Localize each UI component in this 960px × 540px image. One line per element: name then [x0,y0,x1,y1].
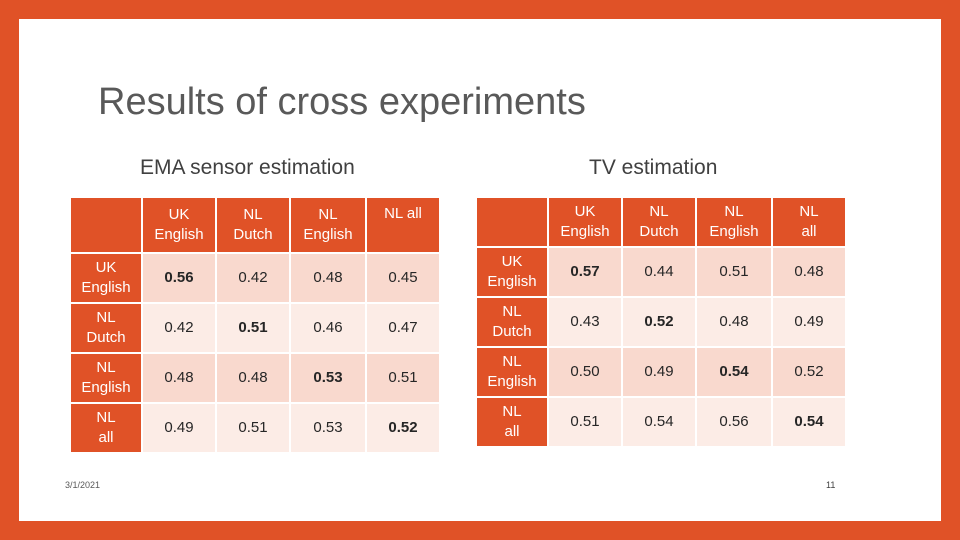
row-header-line: UK [95,259,117,276]
table-cell: 0.51 [217,404,289,452]
column-header: NL English [291,198,365,252]
table-cell: 0.48 [143,354,215,402]
table-header-row: UK English NL Dutch NL English NL all [71,198,439,252]
table-cell: 0.48 [773,248,845,296]
table-cell: 0.54 [697,348,771,396]
table-cell: 0.48 [291,254,365,302]
row-header: NL English [71,354,141,402]
table-cell: 0.54 [773,398,845,446]
table-cell: 0.49 [773,298,845,346]
column-header-line: NL [243,206,263,223]
column-header: NL all [773,198,845,246]
table-cell: 0.42 [143,304,215,352]
row-header-line: all [98,429,114,446]
row-header-line: English [487,373,537,390]
column-header-line: English [154,226,204,243]
row-header: NL English [477,348,547,396]
row-header-line: Dutch [492,323,532,340]
column-header-line: all [801,223,817,240]
table-cell: 0.44 [623,248,695,296]
row-header-line: NL [502,403,522,420]
table-cell: 0.51 [549,398,621,446]
table-cell: 0.48 [217,354,289,402]
table-header-row: UK English NL Dutch NL English NL all [477,198,845,246]
table-cell: 0.54 [623,398,695,446]
row-header-line: English [487,273,537,290]
ema-results-table: UK English NL Dutch NL English NL all UK English… [69,196,441,454]
table-cell: 0.51 [217,304,289,352]
column-header: NL Dutch [217,198,289,252]
table-row: UK English 0.56 0.42 0.48 0.45 [71,254,439,302]
column-header-line: English [709,223,759,240]
table-cell: 0.48 [697,298,771,346]
row-header-line: Dutch [86,329,126,346]
table-cell: 0.57 [549,248,621,296]
column-header-line: Dutch [639,223,679,240]
column-header: UK English [143,198,215,252]
table-corner-cell [477,198,547,246]
table-row: NL all 0.49 0.51 0.53 0.52 [71,404,439,452]
row-header-line: NL [96,409,116,426]
table-cell: 0.52 [623,298,695,346]
row-header-line: all [504,423,520,440]
table-row: NL all 0.51 0.54 0.56 0.54 [477,398,845,446]
row-header: NL Dutch [71,304,141,352]
table-cell: 0.52 [773,348,845,396]
row-header-line: NL [96,309,116,326]
table-caption-tv: TV estimation [589,156,718,179]
table-row: NL Dutch 0.42 0.51 0.46 0.47 [71,304,439,352]
row-header: NL all [477,398,547,446]
table-cell: 0.53 [291,354,365,402]
row-header-line: English [81,379,131,396]
column-header: NL Dutch [623,198,695,246]
table-cell: 0.42 [217,254,289,302]
column-header: NL English [697,198,771,246]
column-header-line: NL [318,206,338,223]
row-header: NL all [71,404,141,452]
slide-page-number: 11 [826,480,836,490]
column-header-line: UK [168,206,190,223]
column-header-line: English [303,226,353,243]
table-cell: 0.51 [367,354,439,402]
slide-date: 3/1/2021 [65,480,101,490]
table-caption-ema: EMA sensor estimation [140,156,355,179]
table-cell: 0.49 [143,404,215,452]
column-header-line: Dutch [233,226,273,243]
table-cell: 0.56 [697,398,771,446]
row-header: NL Dutch [477,298,547,346]
table-row: NL English 0.48 0.48 0.53 0.51 [71,354,439,402]
table-cell: 0.51 [697,248,771,296]
table-cell: 0.47 [367,304,439,352]
table-cell: 0.45 [367,254,439,302]
row-header-line: NL [502,303,522,320]
table-cell: 0.50 [549,348,621,396]
row-header-line: NL [502,353,522,370]
column-header: UK English [549,198,621,246]
row-header-line: English [81,279,131,296]
column-header-line: NL [799,203,819,220]
row-header-line: NL [96,359,116,376]
column-header-line: NL all [384,205,422,222]
row-header: UK English [71,254,141,302]
row-header-line: UK [501,253,523,270]
column-header: NL all [367,198,439,252]
column-header-line: UK [574,203,596,220]
tv-results-table: UK English NL Dutch NL English NL all UK English 0… [475,196,847,448]
table-cell: 0.49 [623,348,695,396]
column-header-line: NL [724,203,744,220]
table-cell: 0.56 [143,254,215,302]
table-row: NL English 0.50 0.49 0.54 0.52 [477,348,845,396]
table-cell: 0.46 [291,304,365,352]
table-row: UK English 0.57 0.44 0.51 0.48 [477,248,845,296]
column-header-line: NL [649,203,669,220]
row-header: UK English [477,248,547,296]
table-cell: 0.43 [549,298,621,346]
slide-title: Results of cross experiments [98,81,586,123]
table-row: NL Dutch 0.43 0.52 0.48 0.49 [477,298,845,346]
table-corner-cell [71,198,141,252]
table-cell: 0.52 [367,404,439,452]
table-cell: 0.53 [291,404,365,452]
column-header-line: English [560,223,610,240]
